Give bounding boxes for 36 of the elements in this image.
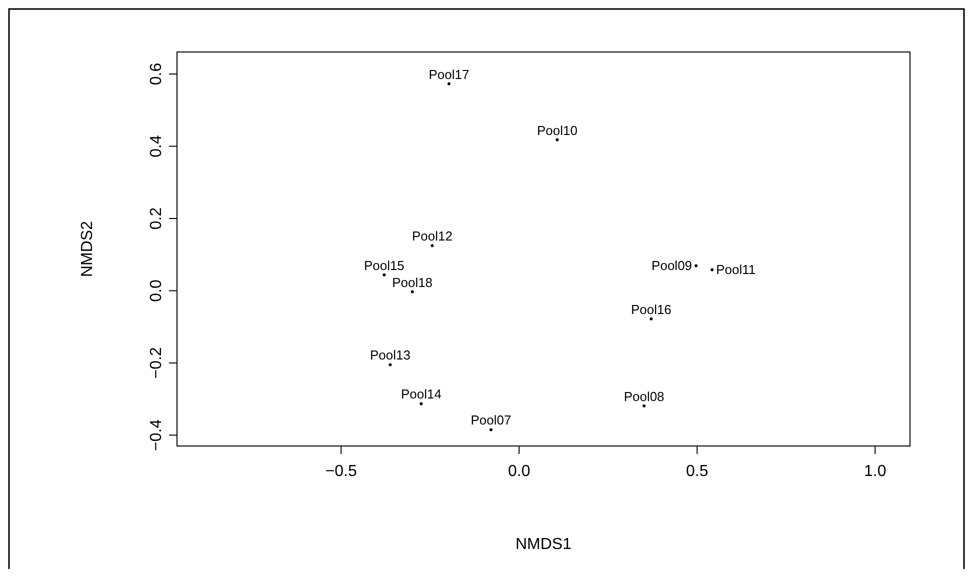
- data-label: Pool11: [716, 262, 756, 277]
- y-tick-label: 0.6: [148, 62, 165, 86]
- point: [447, 82, 450, 86]
- point: [410, 290, 414, 294]
- y-tick-label: 0.2: [148, 207, 165, 230]
- data-label: Pool15: [364, 258, 404, 273]
- x-axis-title: NMDS1: [515, 536, 572, 553]
- x-tick-label: −0.5: [325, 463, 358, 480]
- x-tick-label: 0.0: [508, 463, 530, 480]
- point: [694, 264, 698, 268]
- y-tick-label: −0.2: [148, 347, 165, 379]
- point: [710, 268, 714, 272]
- data-label: Pool16: [630, 302, 672, 317]
- y-axis-title: NMDS2: [79, 220, 96, 278]
- point: [642, 404, 646, 408]
- data-label: Pool09: [652, 258, 692, 273]
- data-label: Pool14: [400, 386, 442, 402]
- data-label: Pool07: [470, 412, 512, 428]
- x-tick-label: 1.0: [864, 463, 886, 480]
- point: [382, 273, 386, 276]
- data-label: Pool18: [392, 274, 433, 290]
- data-label: Pool10: [536, 122, 578, 138]
- point: [556, 138, 559, 142]
- y-tick-label: −0.4: [148, 419, 165, 451]
- data-label: Pool08: [624, 388, 664, 404]
- point: [420, 402, 423, 406]
- point: [430, 244, 434, 248]
- data-label: Pool12: [412, 228, 452, 244]
- y-tick-label: 0.0: [148, 279, 165, 302]
- point: [388, 363, 392, 366]
- data-label: Pool17: [428, 66, 470, 82]
- y-tick-label: 0.4: [148, 135, 165, 158]
- point: [489, 428, 492, 432]
- x-tick-label: 0.5: [686, 463, 708, 480]
- point: [650, 317, 653, 320]
- data-label: Pool13: [370, 348, 410, 363]
